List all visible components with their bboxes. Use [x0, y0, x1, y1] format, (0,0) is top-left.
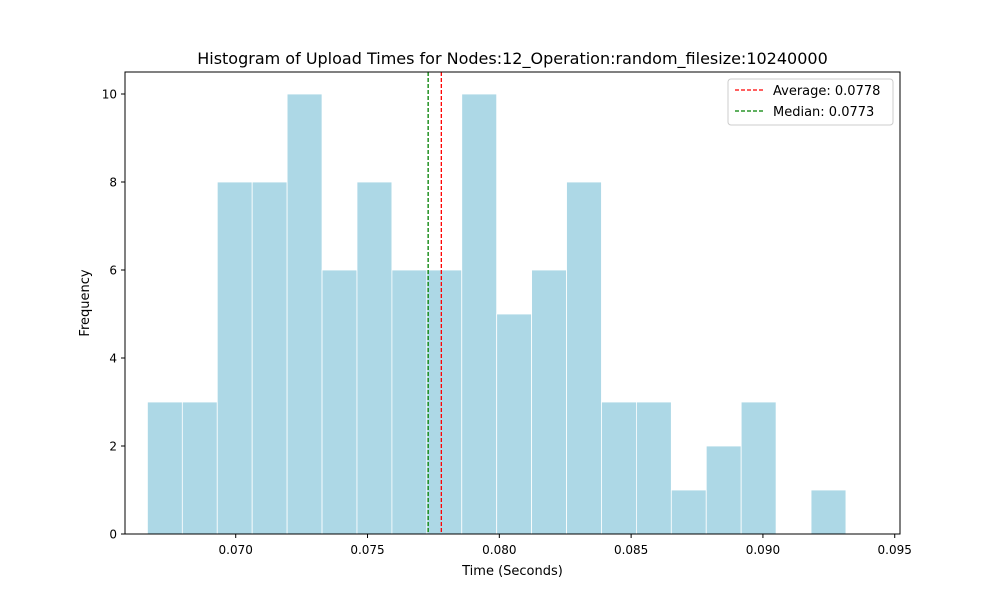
y-axis: 0 2 4 6 8 10	[102, 88, 125, 542]
histogram-bar	[635, 401, 672, 535]
histogram-bar	[321, 269, 358, 535]
y-tick-label: 8	[109, 176, 117, 190]
histogram-bar	[286, 93, 323, 535]
y-tick-label: 0	[109, 528, 117, 542]
histogram-bar	[216, 181, 253, 535]
x-tick-label: 0.070	[219, 543, 253, 557]
y-tick-label: 10	[102, 88, 117, 102]
histogram-bar	[531, 269, 567, 535]
y-tick-label: 2	[109, 440, 117, 454]
histogram-bar	[461, 93, 498, 535]
y-axis-label: Frequency	[78, 269, 93, 336]
y-tick-label: 6	[109, 264, 117, 278]
chart-title: Histogram of Upload Times for Nodes:12_O…	[197, 49, 828, 69]
histogram-bar	[705, 445, 742, 535]
histogram-bar	[251, 181, 288, 535]
histogram-bar	[147, 401, 183, 535]
histogram-bar	[566, 181, 602, 535]
histogram-bar	[740, 401, 777, 535]
y-tick-label: 4	[109, 352, 117, 366]
histogram-bar	[391, 269, 428, 535]
histogram-bars	[147, 93, 847, 535]
legend-box	[727, 78, 894, 126]
x-tick-label: 0.090	[746, 543, 780, 557]
histogram-bar	[356, 181, 393, 535]
reference-lines	[427, 72, 442, 534]
histogram-bar	[601, 401, 637, 535]
x-tick-label: 0.080	[482, 543, 516, 557]
x-tick-label: 0.095	[878, 543, 912, 557]
histogram-bar	[496, 313, 533, 535]
x-axis-label: Time (Seconds)	[461, 564, 563, 579]
x-tick-label: 0.075	[350, 543, 384, 557]
x-tick-label: 0.085	[614, 543, 648, 557]
histogram-bar	[810, 489, 847, 535]
histogram-bar	[670, 489, 707, 535]
histogram-bar	[181, 401, 218, 535]
plot-area-frame	[124, 71, 901, 535]
histogram-bar	[426, 269, 463, 535]
x-axis: 0.070 0.075 0.080 0.085 0.090 0.095	[219, 534, 912, 557]
legend: Average: 0.0778 Median: 0.0773	[727, 78, 894, 126]
legend-average-label: Average: 0.0778	[773, 84, 880, 99]
legend-median-label: Median: 0.0773	[773, 105, 874, 120]
